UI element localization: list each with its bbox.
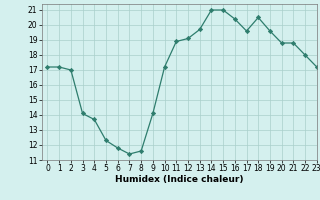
X-axis label: Humidex (Indice chaleur): Humidex (Indice chaleur) xyxy=(115,175,244,184)
